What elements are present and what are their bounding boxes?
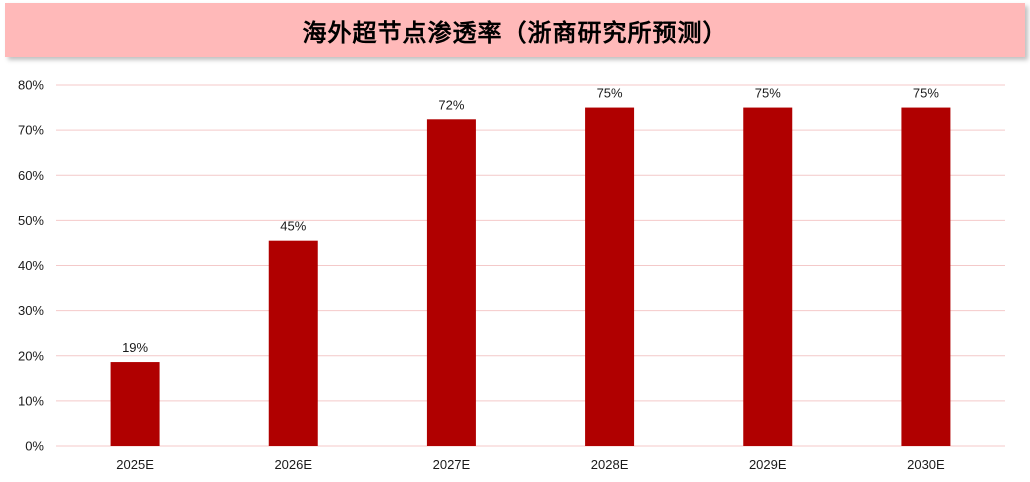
chart-title-banner: 海外超节点渗透率（浙商研究所预测）	[5, 3, 1025, 57]
x-category-label: 2030E	[907, 457, 945, 472]
bar-data-label: 72%	[438, 97, 464, 112]
y-tick-label: 10%	[18, 393, 44, 408]
y-tick-label: 50%	[18, 213, 44, 228]
bar-data-label: 45%	[280, 219, 306, 234]
chart-title: 海外超节点渗透率（浙商研究所预测）	[302, 18, 728, 47]
bar-2028E	[585, 107, 635, 446]
x-axis: 2025E 2026E 2027E 2028E 2029E 2030E	[116, 457, 945, 472]
bar-2030E	[901, 107, 951, 446]
gridlines	[56, 84, 1005, 447]
x-category-label: 2026E	[274, 457, 312, 472]
bar-chart: 0% 10% 20% 30% 40% 50% 60% 70% 80% 19% 45% 72% 75% 7…	[18, 78, 1005, 472]
bar-2025E	[110, 362, 160, 446]
y-axis: 0% 10% 20% 30% 40% 50% 60% 70% 80%	[18, 78, 44, 454]
bar-data-label: 75%	[913, 86, 939, 101]
bars	[110, 107, 951, 447]
chart-area: 0% 10% 20% 30% 40% 50% 60% 70% 80% 19% 45% 72% 75% 7…	[0, 60, 1030, 482]
bar-2027E	[426, 119, 476, 447]
x-category-label: 2027E	[433, 457, 471, 472]
y-tick-label: 80%	[18, 78, 44, 93]
y-tick-label: 60%	[18, 168, 44, 183]
x-category-label: 2025E	[116, 457, 154, 472]
y-tick-label: 70%	[18, 123, 44, 138]
data-labels: 19% 45% 72% 75% 75% 75%	[122, 86, 939, 356]
bar-2029E	[743, 107, 793, 446]
bar-data-label: 75%	[755, 86, 781, 101]
bar-data-label: 19%	[122, 340, 148, 355]
x-category-label: 2028E	[591, 457, 629, 472]
x-category-label: 2029E	[749, 457, 787, 472]
bar-data-label: 75%	[597, 86, 623, 101]
y-tick-label: 40%	[18, 258, 44, 273]
bar-2026E	[268, 240, 318, 446]
y-tick-label: 30%	[18, 303, 44, 318]
y-tick-label: 20%	[18, 348, 44, 363]
y-tick-label: 0%	[25, 439, 44, 454]
